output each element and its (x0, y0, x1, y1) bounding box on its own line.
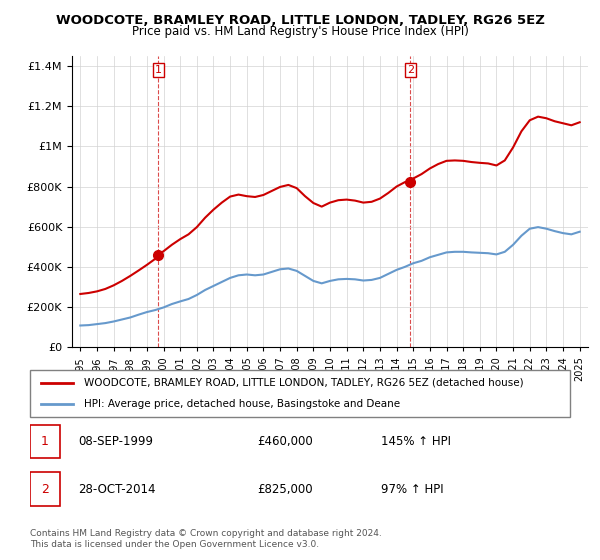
Text: 08-SEP-1999: 08-SEP-1999 (79, 435, 154, 448)
Text: HPI: Average price, detached house, Basingstoke and Deane: HPI: Average price, detached house, Basi… (84, 399, 400, 409)
Text: 1: 1 (41, 435, 49, 448)
Text: Price paid vs. HM Land Registry's House Price Index (HPI): Price paid vs. HM Land Registry's House … (131, 25, 469, 38)
Text: 2: 2 (407, 65, 414, 74)
FancyBboxPatch shape (30, 425, 60, 458)
Text: WOODCOTE, BRAMLEY ROAD, LITTLE LONDON, TADLEY, RG26 5EZ (detached house): WOODCOTE, BRAMLEY ROAD, LITTLE LONDON, T… (84, 378, 524, 388)
Text: WOODCOTE, BRAMLEY ROAD, LITTLE LONDON, TADLEY, RG26 5EZ: WOODCOTE, BRAMLEY ROAD, LITTLE LONDON, T… (56, 14, 544, 27)
Text: 97% ↑ HPI: 97% ↑ HPI (381, 483, 443, 496)
Text: £825,000: £825,000 (257, 483, 313, 496)
Text: 145% ↑ HPI: 145% ↑ HPI (381, 435, 451, 448)
FancyBboxPatch shape (30, 473, 60, 506)
Text: 2: 2 (41, 483, 49, 496)
Text: Contains HM Land Registry data © Crown copyright and database right 2024.
This d: Contains HM Land Registry data © Crown c… (30, 529, 382, 549)
Text: £460,000: £460,000 (257, 435, 313, 448)
FancyBboxPatch shape (30, 370, 570, 417)
Text: 1: 1 (155, 65, 162, 74)
Text: 28-OCT-2014: 28-OCT-2014 (79, 483, 156, 496)
